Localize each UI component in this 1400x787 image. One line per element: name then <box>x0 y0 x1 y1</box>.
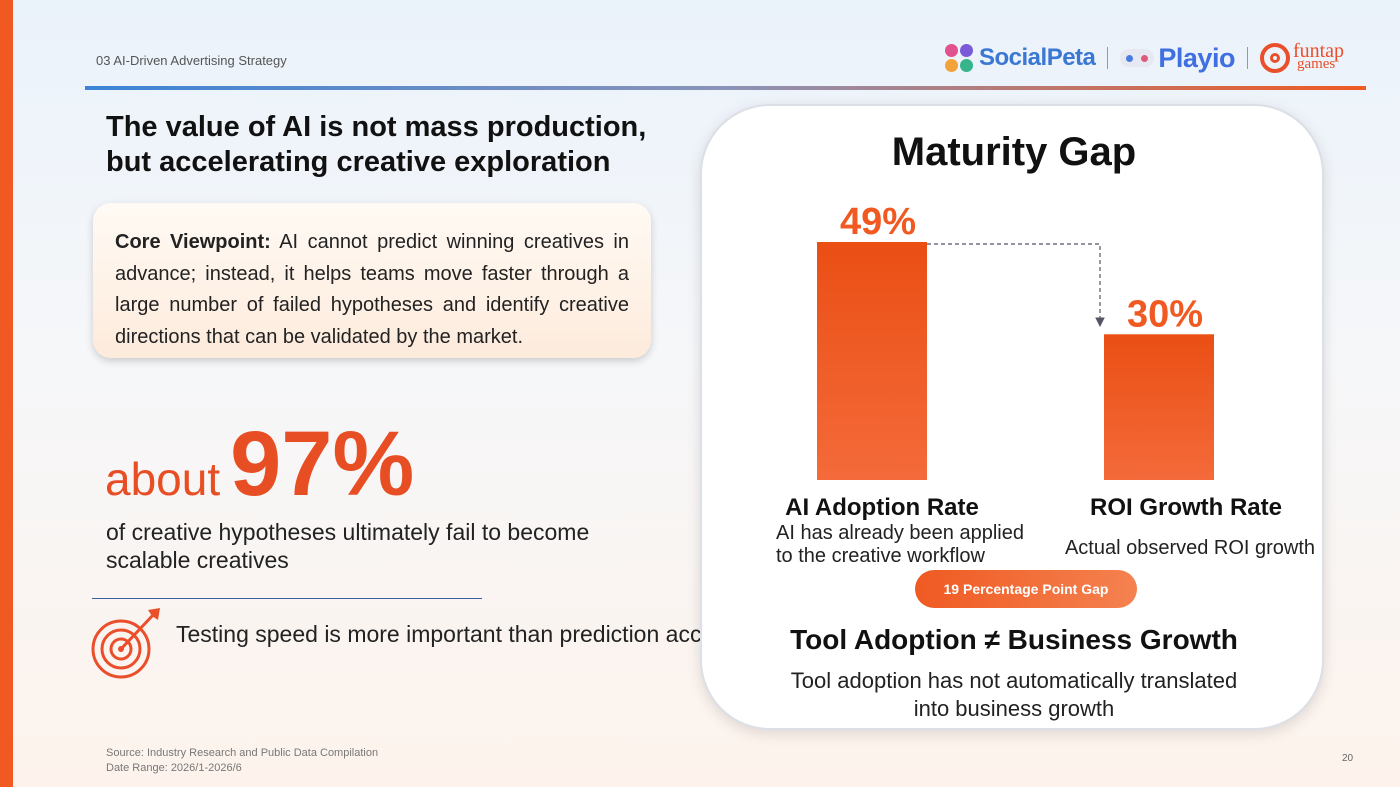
core-viewpoint-card: Core Viewpoint: AI cannot predict winnin… <box>93 203 651 358</box>
conclusion-text: Tool adoption has not automatically tran… <box>790 668 1238 721</box>
left-accent-bar <box>0 0 13 787</box>
bar-value-label: 30% <box>1127 293 1203 335</box>
socialpeta-logo-icon <box>945 44 973 72</box>
breadcrumb: 03 AI-Driven Advertising Strategy <box>96 53 287 68</box>
gap-connector-arrow <box>927 243 1105 328</box>
logo-separator <box>1107 47 1109 69</box>
chart-panel: Maturity Gap 49% AI Adoption Rate AI has a… <box>700 104 1324 730</box>
tip-text: Testing speed is more important than pre… <box>176 621 758 647</box>
core-viewpoint-label: Core Viewpoint: <box>115 231 271 253</box>
logo-separator <box>1246 47 1248 69</box>
bar-2 <box>1104 334 1214 480</box>
category-description: Actual observed ROI growth <box>1065 537 1315 559</box>
category-description: AI has already been applied <box>776 522 1024 544</box>
stat-value: 97% <box>230 413 415 515</box>
category-description: to the creative workflow <box>776 545 986 566</box>
playio-gamepad-icon <box>1120 49 1155 67</box>
stat-highlight: about 97% <box>105 412 414 517</box>
gap-badge: 19 Percentage Point Gap <box>915 570 1137 608</box>
brand-logos: SocialPeta Playio funtap games <box>945 40 1344 76</box>
conclusion-heading: Tool Adoption ≠ Business Growth <box>790 624 1238 655</box>
stat-prefix: about <box>105 453 221 505</box>
target-icon <box>91 608 160 679</box>
core-viewpoint-text: AI cannot predict winning creatives in a… <box>115 231 629 348</box>
chart-title: Maturity Gap <box>891 130 1137 174</box>
section-divider <box>92 598 482 599</box>
bar-value-label: 49% <box>840 201 916 243</box>
bar-1 <box>817 242 927 480</box>
socialpeta-logo-text: SocialPeta <box>979 44 1096 71</box>
stat-description: of creative hypotheses ultimately fail t… <box>106 519 590 573</box>
funtap-logo-icon <box>1259 43 1290 73</box>
source-note: Source: Industry Research and Public Dat… <box>106 747 379 774</box>
playio-logo-text: Playio <box>1158 42 1235 73</box>
category-label: AI Adoption Rate <box>785 494 979 521</box>
page-number: 20 <box>1342 753 1354 764</box>
funtap-logo-text: funtap games <box>1292 40 1345 72</box>
category-label: ROI Growth Rate <box>1090 494 1282 521</box>
page-title: The value of AI is not mass production, … <box>106 111 647 178</box>
header-divider <box>85 86 1366 90</box>
